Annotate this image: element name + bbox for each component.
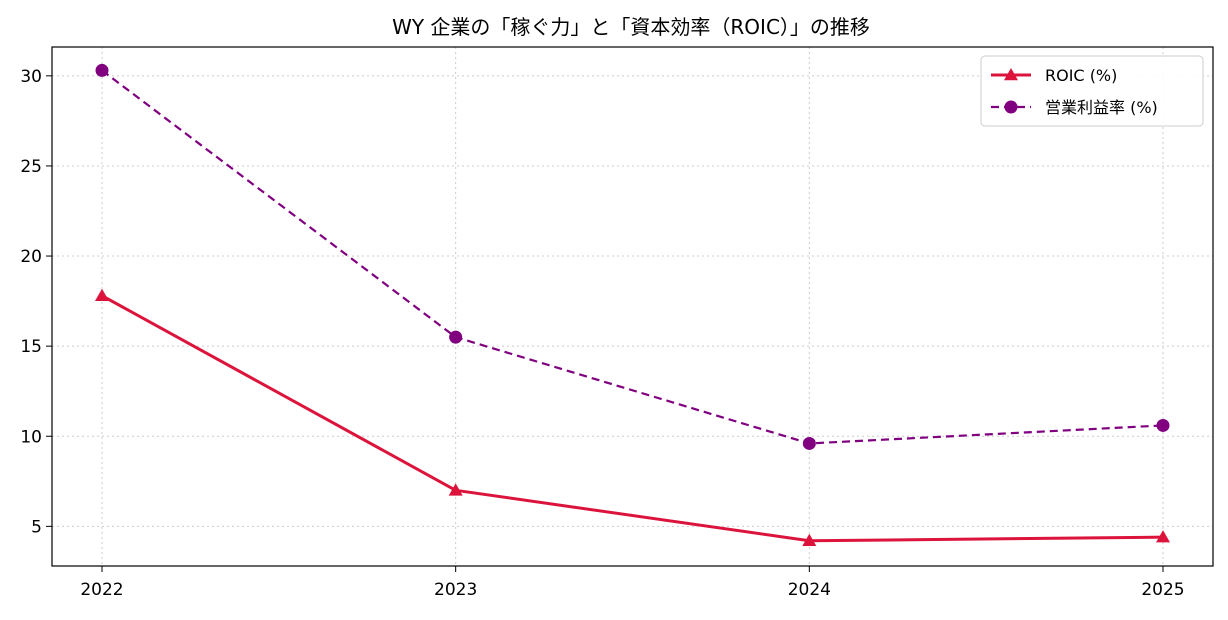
legend-item: 営業利益率 (%) — [991, 98, 1158, 117]
grid-lines — [52, 47, 1213, 566]
legend-box — [980, 55, 1204, 127]
data-series — [95, 63, 1170, 547]
legend-label: ROIC (%) — [1045, 66, 1117, 85]
triangle-marker — [1156, 530, 1170, 543]
legend-label: 営業利益率 (%) — [1045, 98, 1158, 117]
x-tick-label: 2022 — [80, 580, 123, 600]
circle-marker — [802, 436, 816, 450]
legend-swatch-marker — [1004, 100, 1018, 114]
x-tick-label: 2024 — [788, 580, 831, 600]
circle-marker — [449, 330, 463, 344]
x-tick-label: 2023 — [434, 580, 477, 600]
triangle-marker — [95, 288, 109, 301]
y-tick-label: 10 — [20, 427, 42, 447]
legend: ROIC (%) 営業利益率 (%) — [980, 55, 1204, 127]
series-line — [101, 69, 1164, 445]
series-1 — [95, 63, 1170, 450]
y-tick-label: 5 — [31, 517, 42, 537]
triangle-marker — [802, 533, 817, 547]
plot-frame — [51, 46, 1214, 567]
legend-swatch-marker — [1004, 68, 1018, 81]
series-0 — [95, 288, 1170, 547]
chart-title: WY 企業の「稼ぐ力」と「資本効率（ROIC）」の推移 — [392, 15, 870, 39]
y-tick-label: 20 — [20, 247, 42, 267]
y-tick-label: 30 — [20, 67, 42, 87]
circle-marker — [1156, 418, 1170, 432]
x-tick-label: 2025 — [1141, 580, 1184, 600]
series-line — [101, 294, 1164, 543]
triangle-marker — [448, 483, 463, 496]
legend-item: ROIC (%) — [991, 66, 1117, 85]
y-tick-label: 25 — [20, 157, 42, 177]
y-tick-label: 15 — [20, 337, 42, 357]
circle-marker — [95, 63, 109, 77]
